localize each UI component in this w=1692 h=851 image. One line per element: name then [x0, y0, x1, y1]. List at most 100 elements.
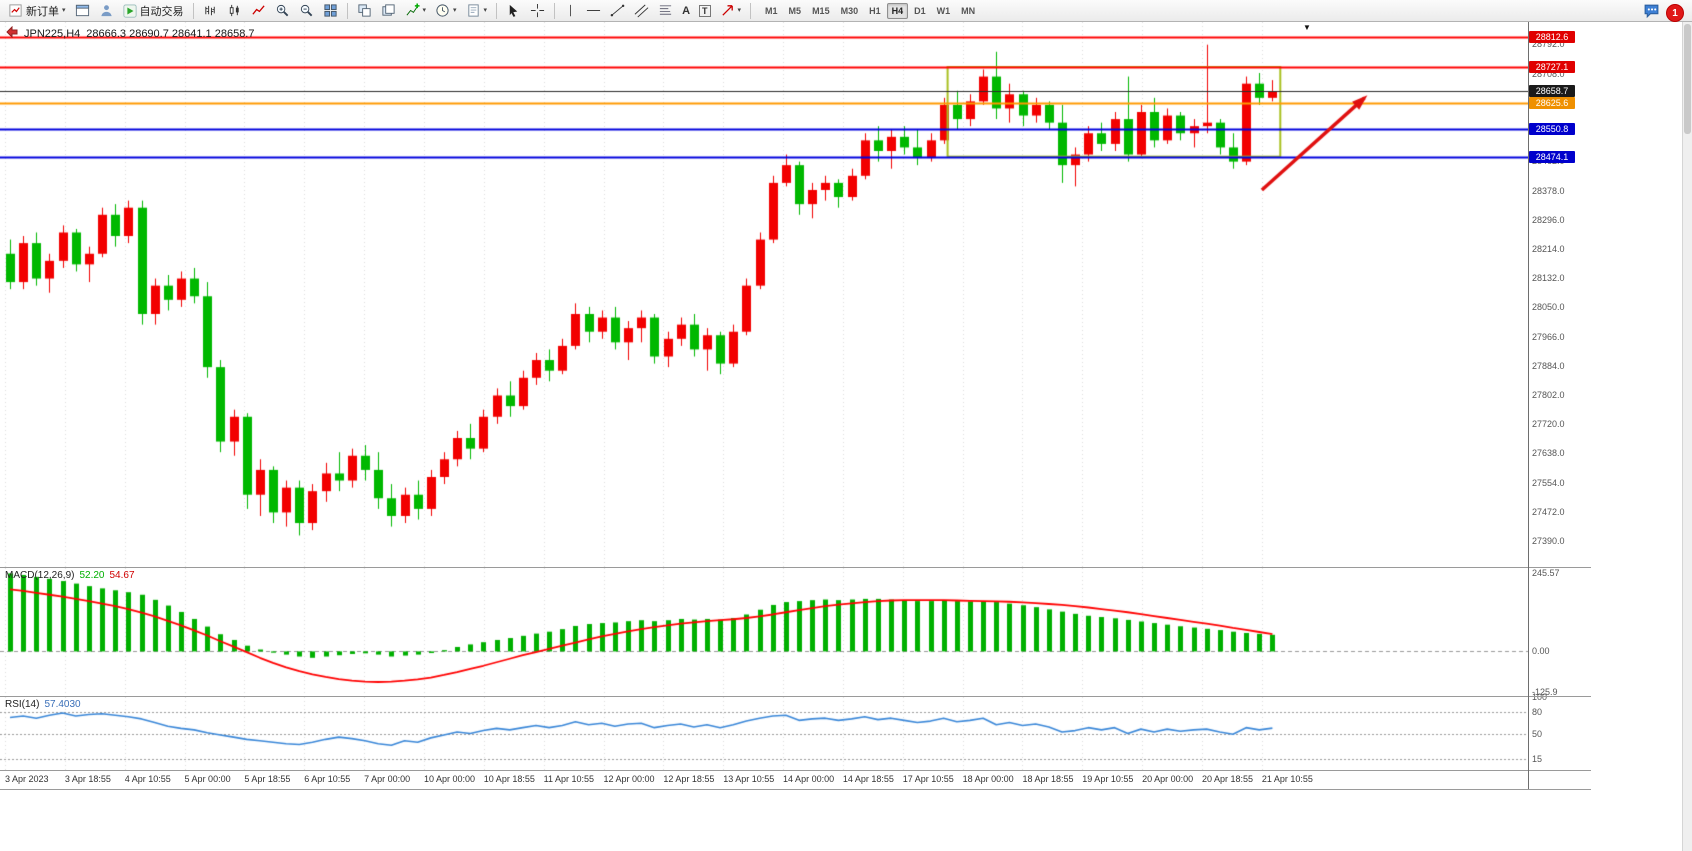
arrange-charts-button[interactable] — [353, 0, 376, 21]
arrows-button[interactable]: ▾ — [716, 0, 746, 21]
autotrading-play-icon — [122, 3, 137, 18]
timeframe-button-m1[interactable]: M1 — [765, 5, 778, 16]
timeframe-button-h4[interactable]: H4 — [886, 2, 909, 19]
scale-label: 28792.0 — [1532, 38, 1565, 49]
macd-scale[interactable]: 245.57 0.00 -125.9 — [1529, 568, 1591, 697]
cursor-button[interactable] — [502, 0, 525, 21]
price-level-badge: 28658.7 — [1529, 85, 1575, 98]
time-axis-label: 20 Apr 18:55 — [1202, 774, 1254, 784]
rsi-canvas[interactable] — [0, 697, 1528, 770]
new-order-button[interactable]: 新订单 ▾ — [4, 0, 70, 21]
time-axis-label: 20 Apr 00:00 — [1142, 774, 1194, 784]
timeframe-button-mn[interactable]: MN — [961, 5, 976, 16]
scale-label: 27966.0 — [1532, 331, 1565, 342]
clock-icon — [435, 3, 450, 18]
timeframe-button-w1[interactable]: W1 — [936, 5, 951, 16]
chart-symbol-period: JPN225,H4 — [24, 27, 81, 40]
timeframe-button-m15[interactable]: M15 — [812, 5, 830, 16]
panel-separator[interactable] — [0, 567, 1591, 568]
price-level-badge: 28625.6 — [1529, 96, 1575, 109]
time-axis[interactable]: 3 Apr 2023 3 Apr 18:55 4 Apr 10:55 5 Apr 00… — [0, 771, 1591, 789]
autotrading-button[interactable]: 自动交易 — [119, 0, 188, 21]
profiles-button[interactable] — [95, 0, 118, 21]
horizontal-line-button[interactable] — [582, 0, 605, 21]
toolbar-separator — [750, 2, 752, 19]
macd-title: MACD(12,26,9) — [5, 570, 75, 581]
scale-label: 50 — [1532, 728, 1543, 739]
template-icon — [466, 3, 481, 18]
fibonacci-button[interactable] — [654, 0, 677, 21]
one-click-trading-icon[interactable] — [6, 25, 18, 41]
timeframe-button-m5[interactable]: M5 — [788, 5, 802, 16]
scale-label: 27884.0 — [1532, 360, 1565, 371]
vertical-line-icon — [564, 3, 577, 18]
time-axis-label: 4 Apr 10:55 — [124, 774, 171, 784]
timeframe-button-m30[interactable]: M30 — [840, 5, 859, 16]
text-label-icon: T — [699, 4, 711, 17]
crosshair-button[interactable] — [526, 0, 549, 21]
zoom-in-button[interactable] — [271, 0, 294, 21]
toolbar-right-cluster: 1 — [1643, 2, 1684, 24]
macd-canvas[interactable] — [0, 568, 1528, 696]
channel-button[interactable] — [630, 0, 653, 21]
scale-label: 28296.0 — [1532, 214, 1565, 225]
timeframe-button-h1[interactable]: H1 — [869, 5, 881, 16]
time-axis-label: 12 Apr 18:55 — [663, 774, 715, 784]
text-icon: A — [682, 4, 691, 17]
scale-label: 27720.0 — [1532, 418, 1565, 429]
channel-icon — [634, 3, 649, 18]
cascade-charts-button[interactable] — [377, 0, 400, 21]
panel-separator — [0, 770, 1591, 771]
new-order-label: 新订单 — [26, 5, 59, 18]
fibonacci-icon — [658, 3, 673, 18]
scrollbar-thumb[interactable] — [1684, 24, 1691, 134]
notification-badge[interactable]: 1 — [1666, 4, 1684, 22]
candles-chart-button[interactable] — [223, 0, 246, 21]
price-level-badge: 28812.6 — [1529, 30, 1575, 43]
periods-button[interactable]: ▾ — [431, 0, 461, 21]
rsi-scale[interactable]: 100 80 50 15 — [1529, 692, 1591, 770]
scale-label: 80 — [1532, 706, 1543, 717]
time-axis-label: 11 Apr 10:55 — [543, 774, 595, 784]
scale-label: 27638.0 — [1532, 447, 1565, 458]
chart-top-marker-icon: ▼ — [1303, 23, 1311, 32]
line-chart-button[interactable] — [247, 0, 270, 21]
scale-label: 28214.0 — [1532, 243, 1565, 254]
templates-button[interactable]: ▾ — [462, 0, 492, 21]
text-label-button[interactable]: T — [695, 0, 715, 21]
chart-window-icon — [75, 3, 90, 18]
profile-icon — [99, 3, 114, 18]
time-axis-label: 18 Apr 18:55 — [1022, 774, 1074, 784]
time-axis-label: 7 Apr 00:00 — [364, 774, 411, 784]
price-canvas[interactable] — [0, 22, 1528, 567]
chevron-down-icon: ▾ — [422, 7, 427, 14]
vertical-line-button[interactable] — [560, 0, 581, 21]
toolbar-separator — [554, 2, 556, 19]
time-axis-label: 12 Apr 00:00 — [603, 774, 655, 784]
zoom-out-icon — [299, 3, 314, 18]
zoom-out-button[interactable] — [295, 0, 318, 21]
text-button[interactable]: A — [678, 0, 694, 21]
new-chart-button[interactable] — [71, 0, 94, 21]
trendline-button[interactable] — [606, 0, 629, 21]
tile-windows-button[interactable] — [319, 0, 342, 21]
toolbar: 新订单 ▾ 自动交易 ▾ ▾ ▾ — [0, 0, 1692, 22]
price-scale[interactable]: 28792.028708.028462.028378.028296.028214… — [1529, 22, 1591, 567]
scale-label: 27472.0 — [1532, 506, 1565, 517]
macd-header: MACD(12,26,9) 52.20 54.67 — [5, 570, 135, 581]
timeframe-button-d1[interactable]: D1 — [914, 5, 926, 16]
candles-chart-icon — [227, 3, 242, 18]
scale-label: 27554.0 — [1532, 477, 1565, 488]
cascade-charts-icon — [381, 3, 396, 18]
scale-label: 28050.0 — [1532, 301, 1565, 312]
panel-separator[interactable] — [0, 696, 1591, 697]
time-axis-label: 5 Apr 00:00 — [184, 774, 231, 784]
indicators-button[interactable]: ▾ — [401, 0, 431, 21]
scale-label: 15 — [1532, 754, 1543, 765]
price-level-badge: 28474.1 — [1529, 150, 1575, 163]
bars-chart-button[interactable] — [199, 0, 222, 21]
time-axis-label: 6 Apr 10:55 — [304, 774, 351, 784]
community-chat-icon[interactable] — [1643, 2, 1660, 24]
vertical-scrollbar[interactable] — [1682, 22, 1692, 851]
